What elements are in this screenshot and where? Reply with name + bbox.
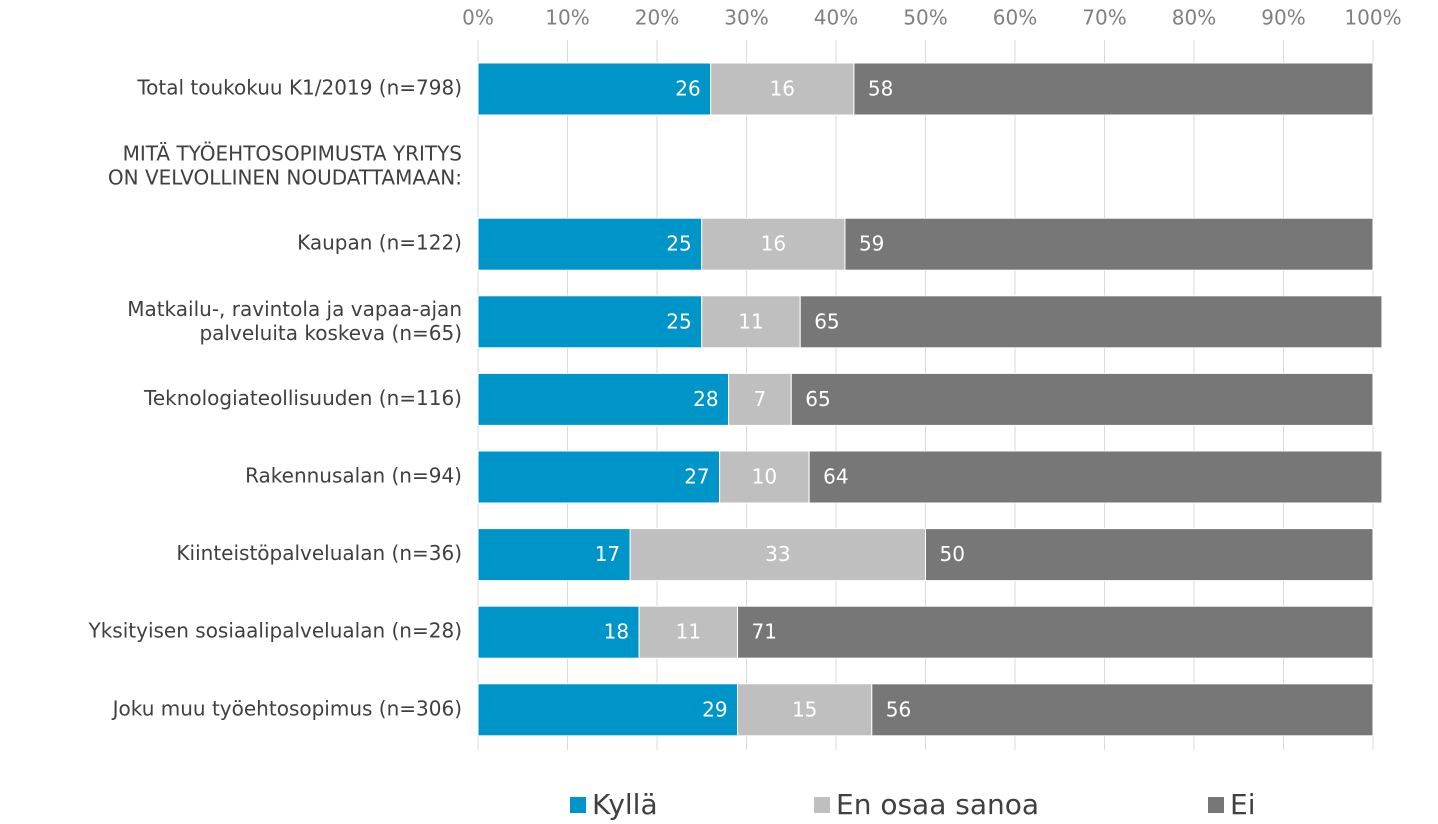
y-tick-label: Total toukokuu K1/2019 (n=798)	[136, 76, 462, 100]
data-label: 59	[859, 232, 884, 256]
x-tick-label: 10%	[545, 6, 589, 30]
data-label: 27	[684, 465, 709, 489]
data-label: 56	[886, 697, 911, 721]
data-label: 15	[792, 697, 817, 721]
data-label: 33	[765, 542, 790, 566]
bar-segment	[799, 295, 1383, 349]
bar-segment	[790, 372, 1374, 426]
data-label: 26	[675, 77, 700, 101]
bar-segment	[477, 528, 631, 582]
bar-segment	[737, 683, 873, 737]
y-tick-label: MITÄ TYÖEHTOSOPIMUSTA YRITYS ON VELVOLLIN…	[108, 141, 462, 189]
y-tick-label: Kaupan (n=122)	[297, 231, 462, 255]
legend-swatch	[814, 797, 830, 813]
legend-label: Ei	[1230, 788, 1255, 821]
legend-swatch	[570, 797, 586, 813]
data-label: 65	[814, 309, 839, 333]
y-tick-label: Yksityisen sosiaalipalvelualan (n=28)	[88, 619, 463, 643]
bar-segment	[844, 217, 1374, 271]
bar-segment	[477, 62, 712, 116]
bar-segment	[728, 372, 792, 426]
bar-segment	[638, 605, 739, 659]
bar-segment	[477, 295, 703, 349]
bar-segment	[737, 605, 1374, 659]
data-label: 17	[595, 542, 620, 566]
legend-swatch	[1208, 797, 1224, 813]
data-label: 71	[752, 620, 777, 644]
y-tick-label: Rakennusalan (n=94)	[245, 464, 462, 488]
data-label: 58	[868, 77, 893, 101]
x-tick-label: 50%	[903, 6, 947, 30]
bar-segment	[477, 605, 640, 659]
x-tick-label: 40%	[814, 6, 858, 30]
data-label: 28	[693, 387, 718, 411]
data-label: 18	[604, 620, 629, 644]
data-label: 16	[770, 77, 795, 101]
x-tick-label: 20%	[635, 6, 679, 30]
bar-segment	[719, 450, 810, 504]
data-label: 50	[940, 542, 965, 566]
bar-segment	[871, 683, 1374, 737]
bar-segment	[808, 450, 1383, 504]
bar-segment	[853, 62, 1374, 116]
legend-label: Kyllä	[592, 788, 658, 821]
bar-segment	[477, 683, 739, 737]
data-label: 7	[754, 387, 767, 411]
x-tick-label: 80%	[1172, 6, 1216, 30]
x-tick-label: 0%	[462, 6, 494, 30]
y-tick-label: Joku muu työehtosopimus (n=306)	[111, 696, 462, 720]
data-label: 11	[738, 309, 763, 333]
data-label: 29	[702, 697, 727, 721]
bar-segment	[477, 217, 703, 271]
bar-segment	[925, 528, 1374, 582]
x-tick-label: 100%	[1344, 6, 1401, 30]
bar-segment	[629, 528, 927, 582]
bar-segment	[701, 295, 801, 349]
y-tick-label: Matkailu-, ravintola ja vapaa-ajan palvel…	[127, 296, 462, 344]
data-label: 25	[666, 309, 691, 333]
data-label: 11	[676, 620, 701, 644]
data-label: 64	[823, 465, 848, 489]
data-label: 10	[752, 465, 777, 489]
legend-label: En osaa sanoa	[836, 788, 1039, 821]
data-label: 16	[761, 232, 786, 256]
y-tick-label: Teknologiateollisuuden (n=116)	[143, 386, 462, 410]
x-tick-label: 60%	[993, 6, 1037, 30]
x-tick-label: 30%	[724, 6, 768, 30]
x-tick-label: 90%	[1261, 6, 1305, 30]
bar-segment	[710, 62, 855, 116]
bar-segment	[477, 372, 730, 426]
data-label: 65	[805, 387, 830, 411]
data-label: 25	[666, 232, 691, 256]
y-tick-label: Kiinteistöpalvelualan (n=36)	[176, 541, 462, 565]
bar-segment	[701, 217, 846, 271]
x-tick-label: 70%	[1082, 6, 1126, 30]
